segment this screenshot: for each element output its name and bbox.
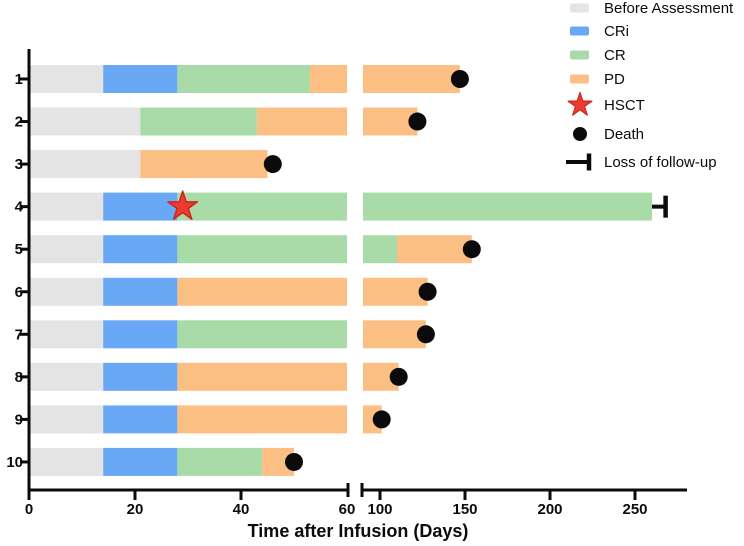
- bar-segment-cri: [103, 65, 178, 93]
- bar-segment-pd: [177, 362, 347, 391]
- y-tick-label: 3: [15, 156, 23, 173]
- bar-segment-cr: [177, 192, 347, 221]
- bar-segment-pd: [363, 65, 460, 93]
- x-tick-label: 250: [622, 501, 647, 518]
- bar-segment-pd: [140, 150, 268, 179]
- death-marker: [285, 452, 303, 471]
- legend-swatch-pd: [570, 74, 589, 84]
- bar-segment-cri: [103, 277, 178, 306]
- death-marker: [418, 282, 437, 301]
- bar-segment-before-assessment: [29, 192, 104, 221]
- y-tick-label: 9: [15, 411, 23, 428]
- legend-label: HSCT: [604, 97, 645, 114]
- death-marker: [450, 70, 469, 88]
- y-tick-label: 6: [15, 284, 23, 301]
- bar-segment-pd: [177, 277, 347, 306]
- bar-segment-cri: [103, 447, 178, 476]
- bar-segment-before-assessment: [29, 405, 104, 434]
- bar-segment-before-assessment: [29, 150, 141, 179]
- x-tick-label: 200: [537, 501, 562, 518]
- death-marker: [389, 367, 408, 386]
- bar-segment-cri: [103, 405, 178, 434]
- bar-segment-before-assessment: [29, 362, 104, 391]
- bar-segment-cri: [103, 320, 178, 349]
- x-tick-label: 100: [367, 501, 392, 518]
- x-tick-label: 60: [339, 501, 356, 518]
- y-tick-label: 7: [15, 326, 23, 343]
- bar-segment-before-assessment: [29, 320, 104, 349]
- death-marker: [408, 112, 427, 131]
- bar-segment-pd: [363, 277, 428, 306]
- y-tick-label: 2: [15, 114, 23, 131]
- bar-segment-cri: [103, 362, 178, 391]
- legend: Before Assessment CRi CR PD HSCT Death Loss of…: [566, 0, 734, 171]
- death-marker: [462, 240, 481, 259]
- bar-segment-cr: [177, 447, 263, 476]
- bar-segment-pd: [256, 107, 347, 136]
- bar-segment-before-assessment: [29, 65, 104, 93]
- bar-segment-cri: [103, 192, 178, 221]
- bars-layer: [29, 65, 652, 476]
- death-marker: [372, 410, 391, 429]
- bar-segment-pd: [309, 65, 347, 93]
- bar-segment-before-assessment: [29, 447, 104, 476]
- bar-segment-cri: [103, 235, 178, 264]
- y-tick-label: 10: [6, 454, 23, 471]
- bar-segment-before-assessment: [29, 277, 104, 306]
- legend-swatch-cri: [570, 26, 589, 36]
- hsct-star-icon: [567, 91, 593, 116]
- y-tick-label: 1: [15, 71, 23, 88]
- legend-label: PD: [604, 71, 625, 88]
- legend-swatch-cr: [570, 50, 589, 60]
- death-marker: [416, 325, 435, 344]
- bar-segment-cr: [363, 192, 652, 221]
- x-tick-label: 0: [25, 501, 33, 518]
- bar-segment-pd: [177, 405, 347, 434]
- bar-segment-cr: [140, 107, 257, 136]
- bar-segment-cr: [177, 65, 310, 93]
- bar-segment-cr: [177, 235, 347, 264]
- bar-segment-cr: [177, 320, 347, 349]
- death-marker: [263, 155, 282, 174]
- y-tick-label: 5: [15, 241, 23, 258]
- legend-swatch-before-assessment: [570, 3, 589, 13]
- death-dot-icon: [573, 127, 587, 141]
- x-axis-title: Time after Infusion (Days): [248, 521, 469, 541]
- bar-segment-before-assessment: [29, 107, 141, 136]
- bar-segment-pd: [397, 235, 472, 264]
- events-layer: [167, 70, 668, 471]
- bar-segment-cr: [363, 235, 397, 264]
- bar-segment-pd: [363, 320, 426, 349]
- bar-segment-before-assessment: [29, 235, 104, 264]
- x-tick-label: 150: [452, 501, 477, 518]
- x-tick-label: 40: [233, 501, 250, 518]
- legend-label: CR: [604, 47, 626, 64]
- bar-segment-pd: [363, 107, 418, 136]
- legend-label: Before Assessment: [604, 0, 734, 17]
- y-tick-label: 4: [15, 199, 24, 216]
- hsct-star-marker: [167, 190, 199, 220]
- legend-label: Loss of follow-up: [604, 154, 717, 171]
- legend-label: Death: [604, 126, 644, 143]
- legend-label: CRi: [604, 23, 629, 40]
- x-tick-label: 20: [127, 501, 144, 518]
- y-tick-label: 8: [15, 369, 23, 386]
